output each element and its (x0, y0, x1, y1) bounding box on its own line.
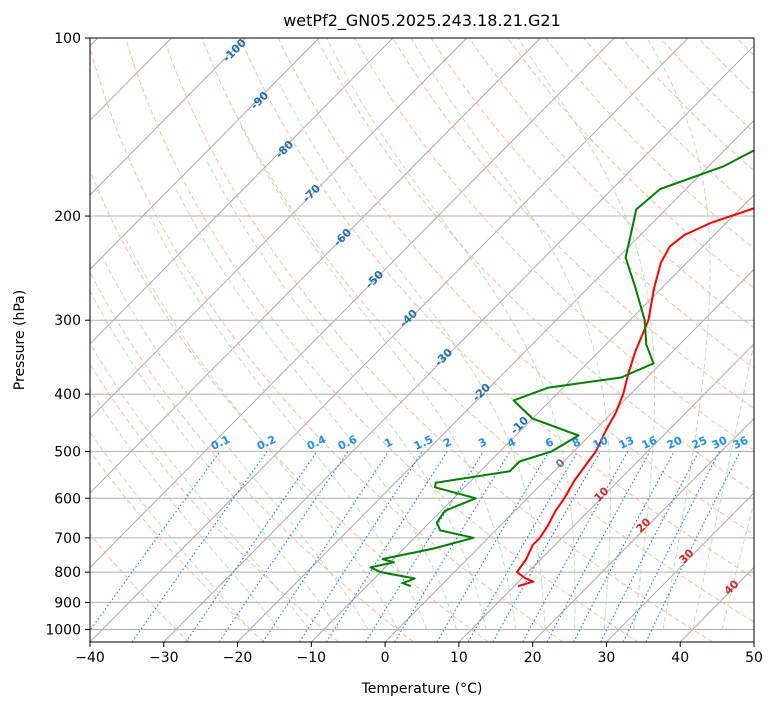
dry-adiabat-line (468, 38, 754, 329)
x-tick-label: 0 (381, 650, 390, 666)
mixing-ratio-line (185, 451, 318, 642)
mixing-ratio-line (365, 451, 484, 642)
mixing-ratio-label: 20 (665, 434, 685, 452)
x-tick-label: 40 (671, 650, 689, 666)
x-tick-label: 20 (524, 650, 542, 666)
mixing-ratio-line (299, 451, 423, 642)
isotherm-line (310, 194, 754, 642)
mixing-ratio-line (262, 451, 390, 642)
moist-adiabat-line (149, 215, 428, 630)
moist-adiabat-line (205, 158, 487, 630)
isotherm-line (90, 38, 320, 271)
isotherm-line (90, 38, 541, 494)
y-axis-label: Pressure (hPa) (12, 290, 28, 390)
isotherm-line (90, 38, 689, 642)
y-tick-label: 400 (54, 387, 81, 403)
mixing-ratio-line (522, 451, 629, 642)
mixing-ratio-line (645, 451, 741, 642)
chart-title: wetPf2_GN05.2025.243.18.21.G21 (283, 11, 561, 31)
axis-ticks: −40 −30 −20 −10 0 10 20 30 40 50 100 200 300 400 500 60… (45, 31, 763, 666)
moist-adiabat-line (90, 431, 251, 630)
y-tick-label: 500 (54, 444, 81, 460)
dry-adiabat-line (392, 38, 754, 410)
mixing-ratio-line (622, 451, 720, 642)
moist-adiabat-line (90, 342, 310, 630)
dry-adiabat-line (90, 533, 190, 642)
isotherm-line (90, 38, 394, 345)
y-tick-label: 700 (54, 531, 81, 547)
isotherm-line (90, 38, 615, 569)
moist-adiabat-line (126, 240, 398, 630)
dry-adiabat-line (201, 38, 754, 623)
y-tick-label: 1000 (45, 622, 81, 638)
background-lines (90, 38, 754, 642)
isotherm-line (606, 492, 754, 642)
dewpoint-line (369, 149, 754, 588)
moist-adiabat-line (646, 38, 711, 630)
isotherm-line (163, 45, 754, 642)
moist-adiabat-line (517, 38, 656, 630)
mixing-ratio-line (546, 451, 651, 642)
moist-adiabat-line (239, 124, 517, 630)
plot-frame (89, 37, 755, 643)
isotherm-line (237, 119, 754, 642)
x-tick-label: 50 (745, 650, 763, 666)
moist-adiabat-line (279, 84, 546, 630)
moist-adiabat-line (90, 388, 280, 630)
x-tick-label: 10 (450, 650, 468, 666)
moist-adiabat-line (175, 188, 457, 630)
x-axis-label: Temperature (°C) (361, 681, 483, 697)
dry-adiabat-line (239, 38, 754, 579)
mixing-ratio-line (492, 451, 601, 642)
x-tick-label: −40 (75, 650, 105, 666)
isotherm-line (458, 343, 754, 642)
x-tick-label: −10 (297, 650, 327, 666)
moist-adiabat-line (102, 257, 369, 630)
mixing-ratio-line (394, 451, 511, 642)
y-tick-label: 600 (54, 491, 81, 507)
profile-lines (369, 149, 754, 588)
isotherm-line (532, 417, 754, 642)
moist-adiabat-line (410, 38, 611, 630)
dry-adiabat-line (90, 45, 564, 642)
mixing-ratio-label: 30 (710, 434, 730, 452)
moist-adiabat-line (692, 340, 754, 630)
dry-adiabat-line (90, 271, 414, 642)
y-tick-label: 100 (54, 31, 81, 47)
dry-adiabat-line (277, 38, 754, 536)
x-tick-label: 30 (598, 650, 616, 666)
dry-adiabat-line (90, 363, 339, 642)
temperature-line (516, 207, 754, 588)
moist-adiabat-line (721, 500, 754, 630)
dry-adiabat-line (315, 38, 754, 493)
isotherm-line (90, 38, 467, 420)
mixing-ratio-label: 13 (617, 434, 636, 452)
mixing-ratio-label: 36 (731, 434, 751, 452)
y-tick-label: 800 (54, 565, 81, 581)
isotherm-line (90, 38, 246, 196)
mixing-ratio-label: 25 (690, 434, 709, 452)
x-tick-label: −20 (223, 650, 253, 666)
x-tick-label: −30 (149, 650, 179, 666)
isotherm-line (384, 268, 754, 642)
y-tick-label: 200 (54, 209, 81, 225)
mixing-ratio-line (325, 451, 448, 642)
moist-adiabat-line (90, 290, 339, 630)
mixing-ratio-label: 10 (591, 434, 611, 452)
y-tick-label: 900 (54, 595, 81, 611)
dry-adiabat-line (354, 38, 754, 451)
mixing-ratio-label: 16 (640, 434, 660, 452)
mixing-ratio-line (218, 451, 349, 642)
y-tick-label: 300 (54, 313, 81, 329)
mixing-ratio-line (90, 451, 221, 632)
dry-adiabat-line (163, 38, 713, 642)
mixing-ratio-line (131, 451, 268, 642)
dry-adiabat-line (506, 38, 754, 289)
